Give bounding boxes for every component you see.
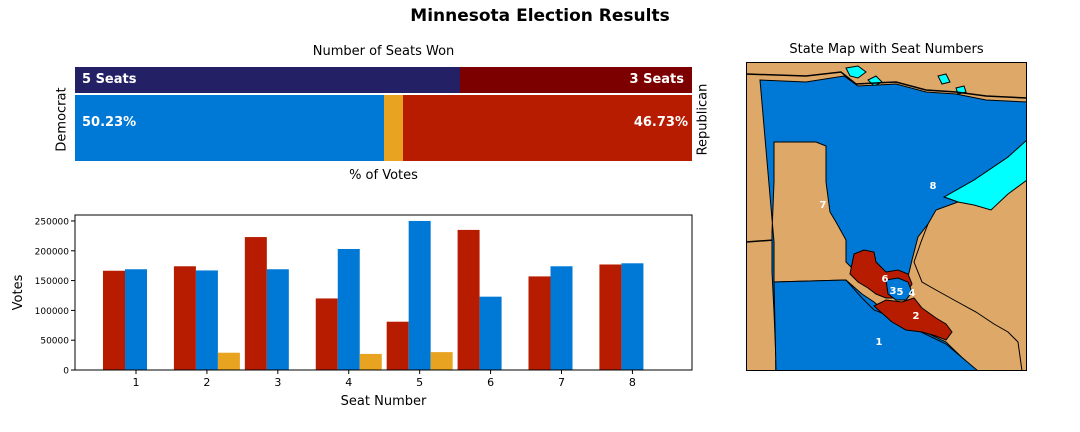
x-tick-label-1: 1 — [132, 376, 139, 389]
republican-axis-label: Republican — [695, 83, 711, 155]
x-tick-label-3: 3 — [274, 376, 281, 389]
bar-seat-2-series-0 — [173, 266, 196, 370]
y-tick-label-200000: 200000 — [35, 247, 70, 257]
figure-title: Minnesota Election Results — [410, 6, 670, 26]
district-2-region — [873, 297, 953, 341]
bar-seat-7-series-0 — [528, 276, 551, 370]
state-map: 1 2 3 4 5 6 7 8 — [746, 62, 1027, 371]
district-3-4-5-region — [885, 277, 913, 301]
x-tick-label-6: 6 — [487, 376, 494, 389]
dem-seats-bar: 5 Seats — [75, 67, 460, 93]
republican-axis-label-wrap: Republican — [681, 74, 725, 164]
rep-seats-bar: 3 Seats — [460, 67, 692, 93]
district-label-3: 3 — [890, 286, 897, 297]
y-tick-label-0: 0 — [63, 367, 69, 377]
x-tick-label-5: 5 — [416, 376, 423, 389]
dem-seats-label: 5 Seats — [82, 72, 137, 87]
other-vote-bar — [384, 95, 403, 161]
vote-pct-axis-label: % of Votes — [349, 168, 418, 183]
x-tick-label-2: 2 — [203, 376, 210, 389]
bar-seat-8-series-1 — [621, 263, 644, 370]
bar-seat-5-series-1 — [408, 220, 431, 370]
plot-frame — [74, 214, 693, 371]
x-tick-label-8: 8 — [629, 376, 636, 389]
east-state-border — [913, 223, 1023, 371]
district-label-1: 1 — [876, 337, 883, 348]
bar-seat-4-series-0 — [315, 298, 338, 370]
district-label-5: 5 — [897, 287, 904, 298]
district-label-2: 2 — [913, 311, 920, 322]
votes-bar-chart: 1 2 3 4 5 6 7 8 0 50000 100000 150000 200000 250000 Se… — [11, 214, 693, 409]
y-axis-label: Votes — [11, 274, 26, 310]
bar-seat-2-series-1 — [195, 270, 218, 370]
y-tick-label-150000: 150000 — [35, 277, 70, 287]
bar-seat-8-series-0 — [599, 264, 622, 370]
district-label-8: 8 — [930, 181, 937, 192]
bar-seat-2-series-2 — [217, 352, 240, 370]
x-tick-label-4: 4 — [345, 376, 352, 389]
rep-vote-bar: 46.73% — [403, 95, 692, 161]
democrat-axis-label: Democrat — [54, 86, 70, 152]
y-tick-label-100000: 100000 — [35, 307, 70, 317]
rep-seats-label: 3 Seats — [629, 72, 684, 87]
bar-seat-3-series-0 — [244, 237, 267, 370]
bar-seat-6-series-1 — [479, 296, 502, 370]
canada-border — [746, 71, 1027, 99]
y-tick-label-50000: 50000 — [40, 337, 69, 347]
bar-seat-6-series-0 — [457, 229, 480, 370]
map-frame — [746, 62, 1027, 371]
bar-seat-1-series-0 — [102, 270, 125, 370]
bar-seat-3-series-1 — [266, 269, 289, 370]
y-tick-label-250000: 250000 — [35, 217, 70, 227]
district-label-6: 6 — [882, 274, 889, 285]
bar-seat-7-series-1 — [550, 266, 573, 370]
dem-vote-bar: 50.23% — [75, 95, 384, 161]
bar-seat-4-series-1 — [337, 248, 360, 370]
district-label-7: 7 — [820, 200, 827, 211]
rep-vote-pct-label: 46.73% — [633, 115, 688, 130]
bar-seat-5-series-0 — [386, 321, 409, 370]
dem-vote-pct-label: 50.23% — [82, 115, 137, 130]
x-tick-label-7: 7 — [558, 376, 565, 389]
x-axis-label: Seat Number — [341, 394, 427, 409]
seats-chart-title: Number of Seats Won — [312, 44, 455, 59]
democrat-axis-label-wrap: Democrat — [40, 74, 84, 164]
map-title: State Map with Seat Numbers — [789, 42, 984, 57]
bar-seat-1-series-1 — [124, 269, 147, 370]
bar-seat-4-series-2 — [359, 353, 382, 370]
district-label-4: 4 — [909, 288, 916, 299]
bar-seat-5-series-2 — [430, 352, 453, 370]
